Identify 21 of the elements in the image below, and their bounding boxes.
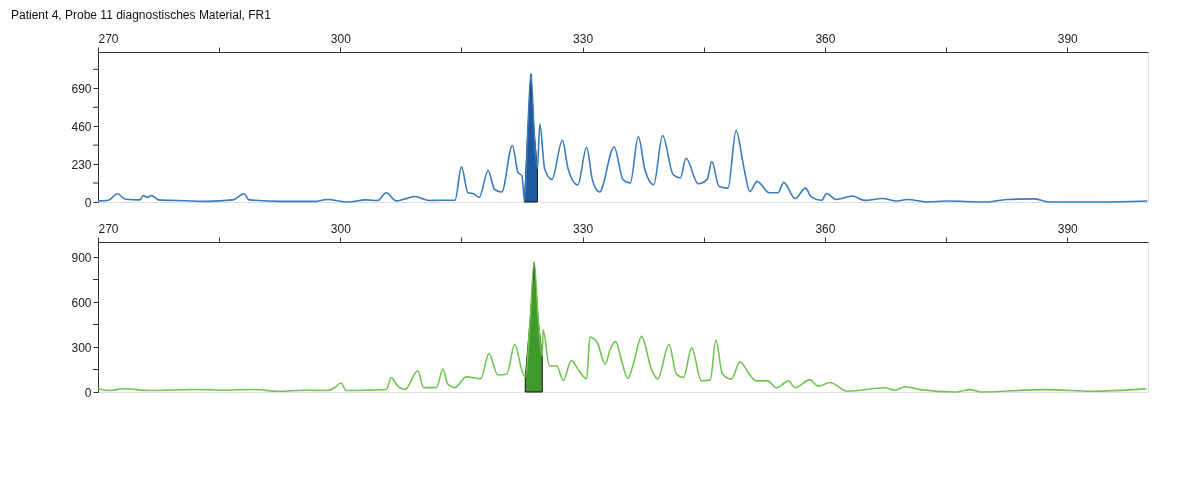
y-tick-label: 900 — [71, 250, 92, 265]
y-tick-label: 230 — [71, 157, 92, 172]
x-tick-label: 330 — [573, 31, 594, 46]
y-tick-label: 300 — [71, 340, 92, 355]
y-tick-label: 0 — [84, 385, 92, 400]
x-tick-label: 390 — [1057, 31, 1079, 46]
x-tick-label: 330 — [573, 221, 594, 236]
y-tick-label: 0 — [84, 195, 92, 210]
y-tick-label: 600 — [71, 295, 92, 310]
line-series — [97, 261, 1148, 393]
x-tick-label: 270 — [98, 221, 119, 236]
y-tick-label: 690 — [71, 81, 92, 96]
x-tick-label: 300 — [330, 31, 352, 46]
x-tick-label: 360 — [815, 221, 836, 236]
y-tick-label: 460 — [71, 119, 92, 134]
x-tick-label: 300 — [330, 221, 352, 236]
x-tick-label: 270 — [98, 31, 119, 46]
x-tick-label: 390 — [1057, 221, 1079, 236]
line-series — [97, 73, 1148, 203]
chart-title: Patient 4, Probe 11 diagnostisches Material, FR1 — [10, 8, 272, 22]
x-tick-label: 360 — [815, 31, 836, 46]
